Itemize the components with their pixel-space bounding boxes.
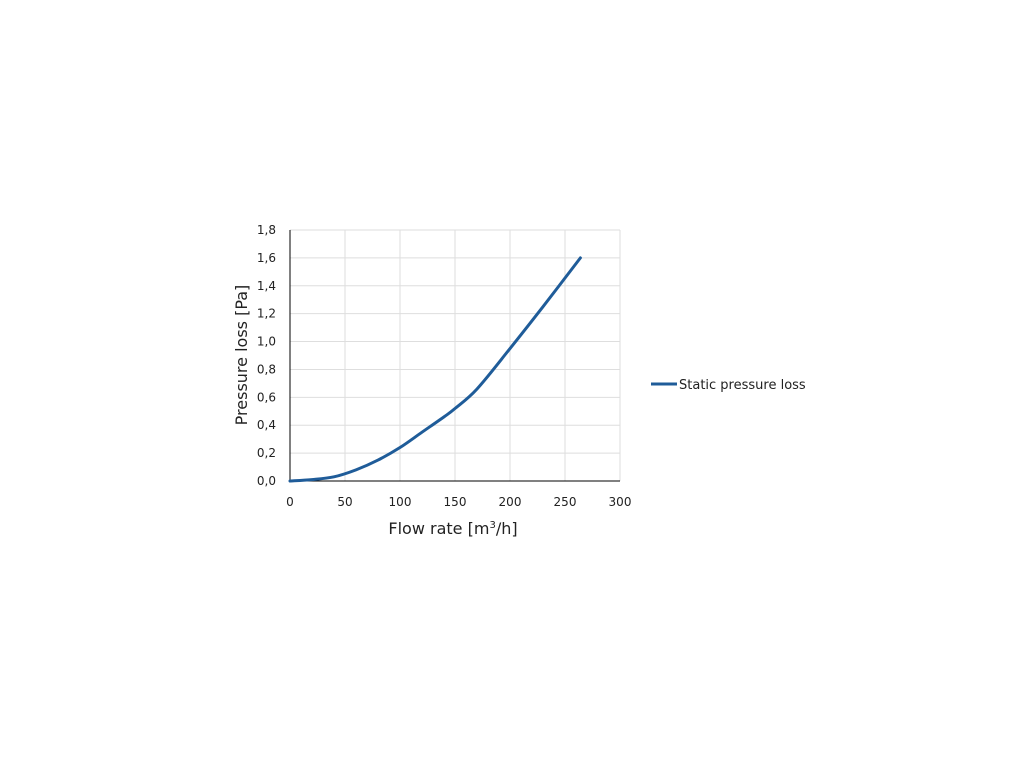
- x-tick-label: 0: [286, 495, 294, 509]
- y-axis-title: Pressure loss [Pa]: [232, 285, 251, 426]
- gridlines: [290, 229, 621, 481]
- x-tick-label: 250: [554, 495, 577, 509]
- x-tick-label: 100: [389, 495, 412, 509]
- y-tick-label: 0,8: [257, 362, 276, 376]
- y-tick-label: 0,6: [257, 390, 276, 404]
- tick-labels: 0 50 100 150 200 250 300 0,0 0,2 0,4 0,6 0,8 1,0 1,2 1…: [257, 223, 632, 509]
- x-tick-label: 200: [499, 495, 522, 509]
- legend-label: Static pressure loss: [679, 378, 806, 393]
- y-tick-label: 1,0: [257, 335, 276, 349]
- legend: Static pressure loss: [651, 378, 806, 393]
- y-tick-label: 1,6: [257, 251, 276, 265]
- axes: [289, 230, 620, 482]
- x-axis-title-superscript: 3: [489, 520, 495, 531]
- x-axis-title: Flow rate [m3/h]: [388, 519, 517, 538]
- y-tick-label: 1,2: [257, 307, 276, 321]
- series-lines: [288, 256, 582, 483]
- x-tick-label: 150: [444, 495, 467, 509]
- y-tick-label: 1,4: [257, 279, 276, 293]
- series-line-static-pressure-loss: [288, 256, 582, 483]
- y-tick-label: 0,4: [257, 418, 276, 432]
- y-tick-label: 0,2: [257, 446, 276, 460]
- y-tick-label: 0,0: [257, 474, 276, 488]
- y-tick-label: 1,8: [257, 223, 276, 237]
- x-tick-label: 300: [609, 495, 632, 509]
- x-axis-title-main: Flow rate [m: [388, 519, 489, 538]
- x-axis-title-tail: /h]: [496, 519, 518, 538]
- x-tick-label: 50: [337, 495, 352, 509]
